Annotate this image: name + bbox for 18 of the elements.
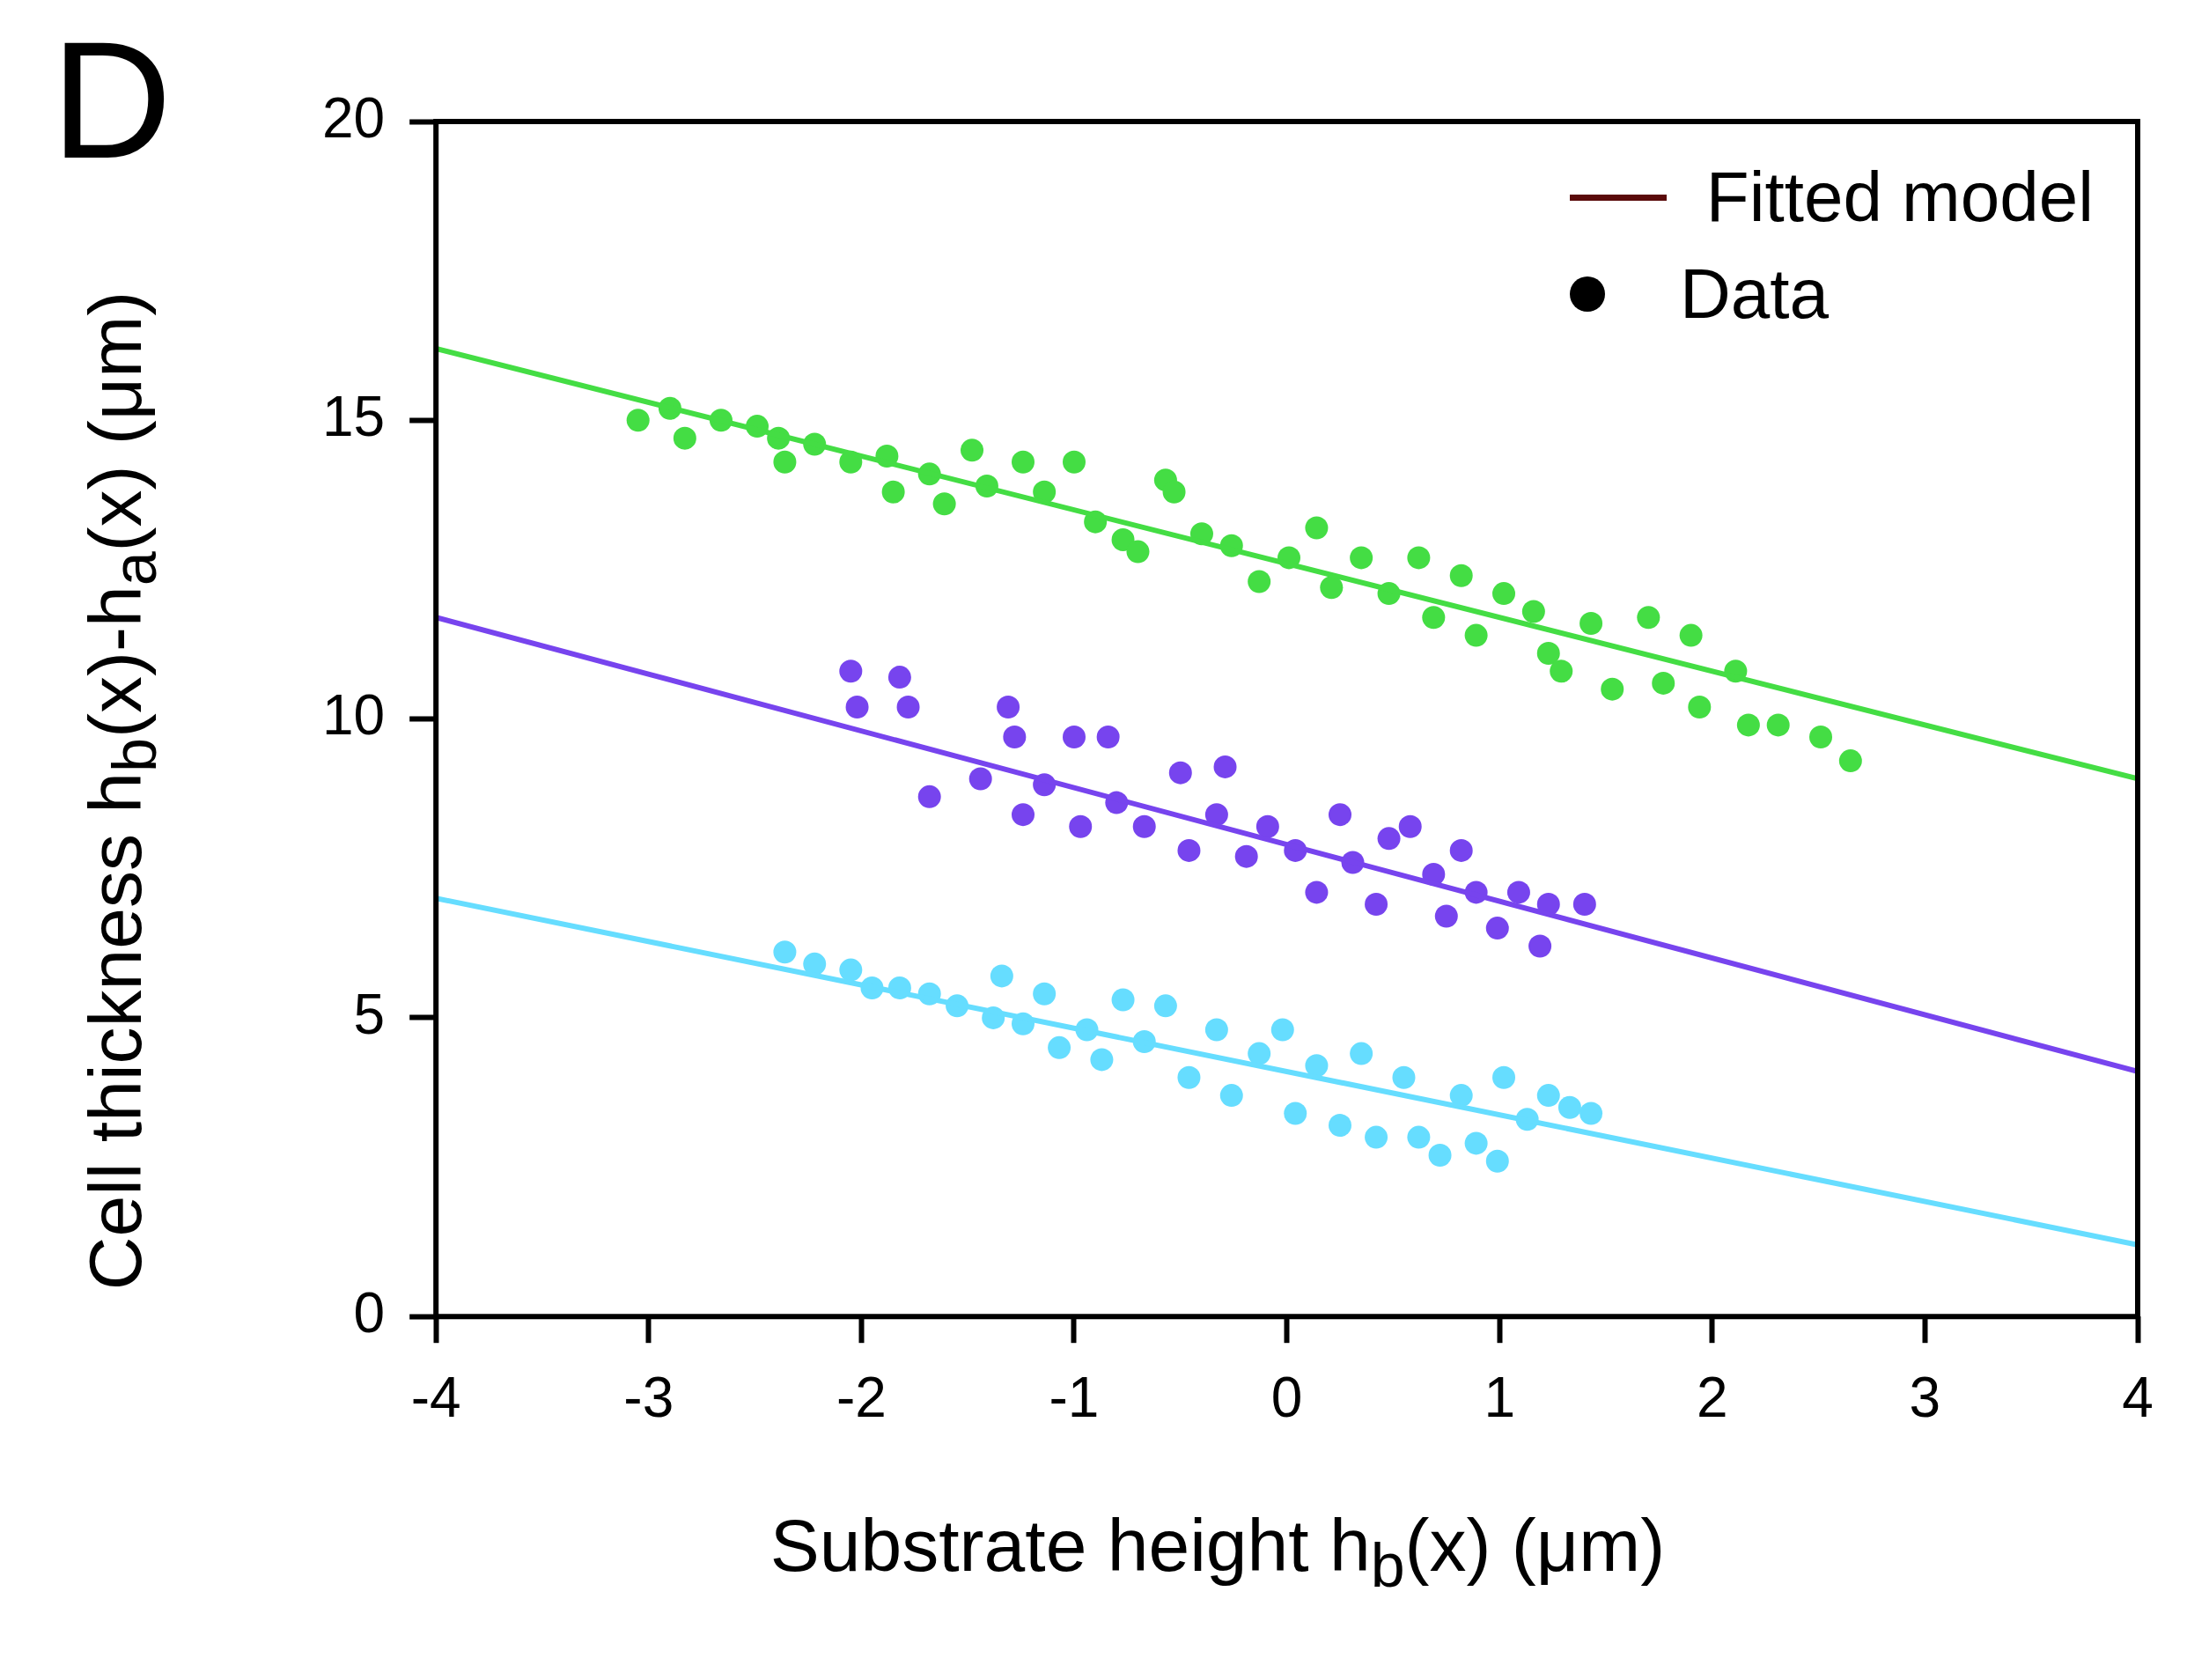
x-tick-label: 3 [1909, 1366, 1941, 1430]
x-axis-title: Substrate height h$_{b}$(x) (μm) [769, 1503, 1667, 1601]
annotation: Fitted model [1705, 157, 2094, 238]
x-tick-label: -4 [410, 1366, 461, 1430]
x-tick-label: 4 [2122, 1366, 2154, 1430]
annotation: Data [1680, 254, 1829, 335]
x-tick-label: -3 [623, 1366, 674, 1430]
x-tick-label: 2 [1697, 1366, 1728, 1430]
x-tick-label: -1 [1049, 1366, 1100, 1430]
y-tick-label: 20 [322, 85, 386, 150]
text: D [51, 6, 173, 193]
y-tick-label: 10 [322, 683, 386, 748]
x-tick-label: -2 [836, 1366, 887, 1430]
y-tick-label: 0 [353, 1280, 386, 1345]
y-tick-label: 15 [322, 384, 386, 448]
x-tick-label: 1 [1484, 1366, 1515, 1430]
x-tick-label: 0 [1270, 1366, 1303, 1430]
y-tick-label: 5 [353, 982, 386, 1046]
